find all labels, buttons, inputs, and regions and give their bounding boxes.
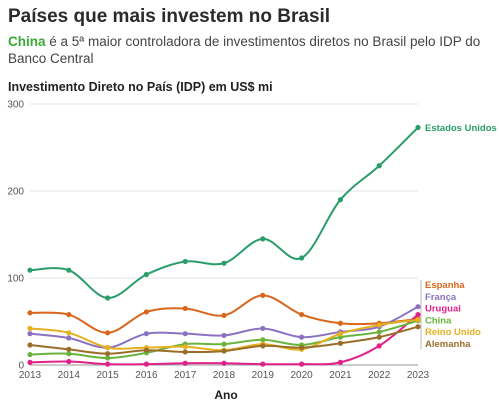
data-point-estados-unidos	[66, 267, 72, 273]
data-point-uruguai	[66, 358, 72, 365]
series-label-reino-unido: Reino Unido	[425, 327, 481, 338]
y-tick-label: 0	[18, 361, 24, 372]
data-point-franca	[182, 331, 188, 337]
x-tick-label: 2014	[58, 370, 81, 381]
series-label-franca: França	[425, 292, 457, 303]
data-point-franca	[143, 331, 149, 337]
data-point-alemanha	[415, 324, 421, 330]
x-tick-label: 2021	[329, 370, 352, 381]
x-tick-label: 2018	[213, 370, 236, 381]
data-point-reino-unido	[182, 344, 188, 350]
data-point-franca	[299, 334, 305, 340]
data-point-estados-unidos	[376, 163, 382, 169]
data-point-china	[260, 337, 266, 343]
x-tick-label: 2015	[96, 370, 119, 381]
data-point-espanha	[221, 312, 227, 319]
data-point-uruguai	[221, 360, 227, 366]
series-label-china: China	[425, 315, 452, 326]
data-point-estados-unidos	[260, 236, 266, 242]
data-point-espanha	[182, 305, 188, 312]
x-tick-label: 2022	[368, 370, 391, 381]
data-point-china	[376, 329, 382, 335]
axes: 0 100 200 300 2013 2014 2015 2016 2017 2018 2019 20…	[7, 100, 429, 382]
data-point-alemanha	[299, 345, 305, 351]
data-point-espanha	[337, 320, 343, 326]
data-point-franca	[221, 332, 227, 339]
data-point-uruguai	[415, 311, 421, 318]
data-point-uruguai	[337, 359, 343, 365]
data-point-uruguai	[143, 361, 149, 367]
series-label-alemanha: Alemanha	[425, 339, 471, 350]
data-point-estados-unidos	[337, 197, 343, 203]
data-point-estados-unidos	[299, 255, 305, 261]
data-point-alemanha	[27, 342, 33, 348]
x-tick-label: 2023	[407, 370, 430, 381]
series-labels: Estados Unidos EspanhaFrançaUruguaiChinaR…	[420, 123, 497, 350]
data-point-espanha	[299, 311, 305, 318]
data-point-alemanha	[105, 351, 111, 357]
data-point-estados-unidos	[27, 267, 33, 273]
chart-title: Investimento Direto no País (IDP) em US$…	[8, 80, 273, 94]
data-point-espanha	[105, 330, 111, 336]
series-points	[27, 124, 421, 367]
data-point-franca	[415, 304, 421, 310]
data-point-alemanha	[337, 340, 343, 346]
data-point-estados-unidos	[182, 258, 188, 265]
data-point-alemanha	[221, 348, 227, 354]
data-point-alemanha	[260, 343, 266, 349]
series-label-estados-unidos: Estados Unidos	[425, 123, 497, 134]
data-point-uruguai	[376, 343, 382, 349]
data-point-reino-unido	[27, 325, 33, 332]
data-point-alemanha	[376, 334, 382, 340]
data-point-china	[105, 355, 111, 361]
data-point-uruguai	[182, 360, 188, 366]
data-point-reino-unido	[105, 345, 111, 351]
x-tick-label: 2016	[135, 370, 158, 381]
data-point-reino-unido	[376, 322, 382, 328]
data-point-reino-unido	[337, 331, 343, 337]
data-point-uruguai	[27, 359, 33, 365]
data-point-franca	[66, 335, 72, 341]
data-point-china	[221, 341, 227, 347]
data-point-uruguai	[105, 361, 111, 367]
x-tick-label: 2017	[174, 370, 197, 381]
subtitle: China é a 5ª maior controladora de inves…	[8, 33, 488, 67]
data-point-uruguai	[260, 361, 266, 367]
data-point-espanha	[143, 309, 149, 315]
y-tick-label: 200	[7, 187, 24, 198]
x-axis-label: Ano	[214, 388, 237, 402]
x-tick-label: 2019	[252, 370, 275, 381]
data-point-espanha	[260, 292, 266, 298]
data-point-reino-unido	[415, 317, 421, 323]
series-label-espanha: Espanha	[425, 280, 465, 291]
data-point-estados-unidos	[221, 260, 227, 266]
x-tick-label: 2020	[290, 370, 313, 381]
data-point-reino-unido	[66, 330, 72, 336]
data-point-china	[27, 351, 33, 358]
subtitle-highlight: China	[8, 34, 46, 49]
data-point-espanha	[27, 310, 33, 316]
data-point-china	[66, 351, 72, 357]
data-point-alemanha	[66, 346, 72, 352]
data-point-estados-unidos	[415, 124, 421, 131]
data-point-espanha	[66, 311, 72, 318]
data-point-alemanha	[143, 347, 149, 353]
series-label-uruguai: Uruguai	[425, 304, 461, 315]
page-title: Países que mais investem no Brasil	[8, 6, 331, 27]
y-tick-label: 300	[7, 100, 24, 111]
data-point-estados-unidos	[105, 295, 111, 301]
data-point-alemanha	[182, 349, 188, 355]
series-lines	[29, 126, 419, 366]
subtitle-text: é a 5ª maior controladora de investiment…	[8, 34, 481, 66]
data-point-franca	[260, 325, 266, 332]
series-line-estados-unidos	[29, 126, 419, 300]
y-tick-label: 100	[7, 274, 24, 285]
x-tick-label: 2013	[19, 370, 42, 381]
data-point-uruguai	[299, 361, 305, 367]
data-point-franca	[27, 331, 33, 337]
data-point-estados-unidos	[143, 271, 149, 278]
